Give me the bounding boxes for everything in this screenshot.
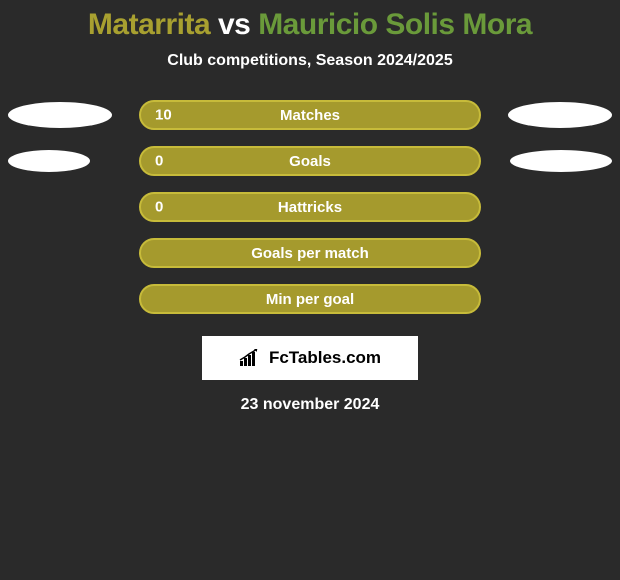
vs-text: vs [210,8,258,41]
stat-bar: 10 Matches [139,100,481,130]
stat-bar: Min per goal [139,284,481,314]
stat-value: 10 [155,107,172,124]
stat-bar: 0 Goals [139,146,481,176]
subtitle: Club competitions, Season 2024/2025 [0,52,620,70]
stats-rows: 10 Matches 0 Goals 0 Hattricks Goals per match… [0,100,620,314]
stat-value: 0 [155,153,163,170]
left-ellipse [8,150,90,172]
chart-icon [239,349,263,367]
stat-bar: Goals per match [139,238,481,268]
stat-label: Goals [289,153,331,170]
player2-name: Mauricio Solis Mora [258,8,532,41]
right-ellipse [510,150,612,172]
stat-label: Goals per match [251,245,369,262]
stat-bar: 0 Hattricks [139,192,481,222]
left-ellipse [8,102,112,128]
stat-row: 0 Goals [0,146,620,176]
stat-row: 0 Hattricks [0,192,620,222]
attribution-badge: FcTables.com [202,336,418,380]
stat-label: Min per goal [266,291,354,308]
stat-label: Matches [280,107,340,124]
stat-label: Hattricks [278,199,342,216]
date-text: 23 november 2024 [0,396,620,414]
stat-row: 10 Matches [0,100,620,130]
attribution-text: FcTables.com [269,348,381,368]
stat-row: Min per goal [0,284,620,314]
right-ellipse [508,102,612,128]
title: Matarrita vs Mauricio Solis Mora [0,8,620,42]
stat-row: Goals per match [0,238,620,268]
comparison-card: Matarrita vs Mauricio Solis Mora Club co… [0,0,620,414]
player1-name: Matarrita [88,8,210,41]
stat-value: 0 [155,199,163,216]
